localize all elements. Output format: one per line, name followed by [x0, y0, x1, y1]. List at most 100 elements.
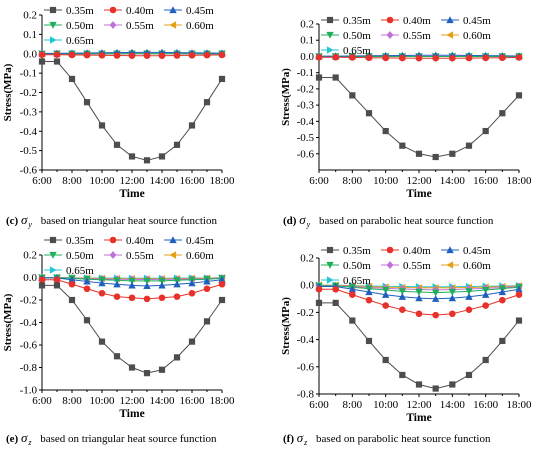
- data-point: [499, 337, 506, 345]
- x-tick-label: 6:00: [32, 395, 52, 407]
- legend-marker: [326, 261, 334, 269]
- legend-marker: [49, 21, 57, 29]
- legend-label: 0.35m: [343, 15, 371, 27]
- data-point: [68, 75, 76, 83]
- data-point: [465, 288, 473, 296]
- y-tick-label: 0.2: [23, 10, 37, 22]
- data-point: [365, 288, 373, 296]
- data-point: [143, 52, 151, 59]
- data-point: [203, 285, 211, 293]
- x-tick-label: 14:00: [440, 399, 466, 411]
- legend: 0.35m 0.40m 0.45m 0.50m 0.55m 0.60m 0.65m: [321, 15, 491, 57]
- x-tick-label: 12:00: [406, 175, 432, 187]
- data-point: [113, 280, 121, 288]
- legend-label: 0.60m: [186, 250, 214, 262]
- data-point: [173, 52, 181, 59]
- series-0.45m: [315, 282, 523, 302]
- data-point: [415, 381, 423, 388]
- x-axis-label: Time: [119, 408, 144, 420]
- x-tick-label: 18:00: [506, 399, 532, 411]
- data-point: [365, 296, 373, 304]
- caption-subscript: z: [28, 438, 32, 447]
- data-point: [432, 385, 439, 392]
- series-0.40m: [38, 51, 226, 59]
- legend-item: 0.35m: [44, 5, 94, 17]
- data-point: [432, 311, 439, 319]
- data-point: [348, 285, 357, 293]
- legend-label: 0.50m: [343, 260, 371, 272]
- legend-label: 0.65m: [343, 45, 371, 57]
- data-point: [499, 296, 506, 304]
- y-tick-label: -0.1: [297, 67, 314, 79]
- data-point: [158, 281, 166, 289]
- data-point: [349, 291, 356, 299]
- legend-item: 0.65m: [321, 275, 371, 287]
- data-point: [399, 371, 406, 379]
- y-tick-label: -1.0: [20, 385, 38, 397]
- data-point: [53, 58, 61, 65]
- legend-item: 0.40m: [104, 235, 154, 247]
- data-point: [218, 75, 226, 83]
- legend-item: 0.50m: [321, 260, 371, 272]
- series-0.40m: [315, 53, 523, 62]
- legend-label: 0.55m: [126, 250, 154, 262]
- data-point: [158, 52, 166, 59]
- caption-letter: (f): [283, 433, 294, 445]
- legend-item: 0.35m: [321, 15, 371, 27]
- data-point: [158, 153, 166, 160]
- legend-label: 0.65m: [66, 35, 94, 47]
- legend-marker: [49, 6, 57, 14]
- data-point: [315, 74, 323, 81]
- legend-item: 0.55m: [104, 20, 154, 32]
- y-tick-label: 0.0: [300, 280, 314, 292]
- legend-item: 0.60m: [164, 250, 214, 262]
- data-point: [515, 92, 523, 99]
- data-point: [68, 276, 76, 283]
- legend-label: 0.50m: [66, 20, 94, 32]
- data-point: [382, 356, 389, 364]
- data-point: [399, 142, 406, 149]
- legend-marker: [49, 36, 57, 44]
- data-point: [83, 51, 91, 59]
- data-point: [158, 366, 166, 373]
- data-point: [68, 51, 76, 59]
- legend-label: 0.60m: [186, 20, 214, 32]
- x-tick-label: 14:00: [149, 395, 175, 407]
- data-point: [83, 99, 91, 106]
- data-point: [98, 289, 106, 297]
- data-point: [188, 52, 196, 59]
- x-tick-label: 12:00: [119, 395, 145, 407]
- legend-item: 0.65m: [44, 265, 94, 277]
- y-axis-label: Stress(MPa): [280, 68, 292, 126]
- data-point: [113, 293, 121, 300]
- data-point: [398, 293, 407, 300]
- data-point: [203, 99, 211, 106]
- data-point: [382, 127, 389, 135]
- legend-marker: [169, 21, 177, 29]
- data-point: [432, 153, 439, 161]
- caption-panel-f: (f) σz based on parabolic heat source fu…: [283, 430, 490, 447]
- legend-label: 0.60m: [463, 30, 491, 42]
- x-tick-label: 16:00: [473, 399, 499, 411]
- y-axis-label: Stress(MPa): [2, 63, 14, 121]
- legend-label: 0.60m: [463, 260, 491, 272]
- data-point: [449, 150, 456, 157]
- y-tick-label: -0.6: [297, 361, 315, 373]
- caption-subscript: y: [306, 220, 311, 229]
- data-point: [158, 277, 166, 285]
- y-axis-label: Stress(MPa): [280, 297, 292, 355]
- data-point: [332, 74, 339, 81]
- data-point: [482, 302, 489, 309]
- y-tick-label: -0.4: [20, 126, 38, 138]
- data-point: [53, 51, 61, 59]
- data-point: [188, 338, 196, 345]
- data-point: [128, 277, 136, 285]
- data-point: [349, 92, 356, 99]
- data-point: [218, 276, 226, 283]
- legend-item: 0.65m: [321, 45, 371, 57]
- y-tick-label: -0.3: [20, 106, 38, 118]
- x-axis-label: Time: [406, 188, 431, 200]
- data-point: [465, 371, 473, 379]
- caption-subscript: y: [28, 220, 32, 229]
- data-point: [203, 277, 211, 285]
